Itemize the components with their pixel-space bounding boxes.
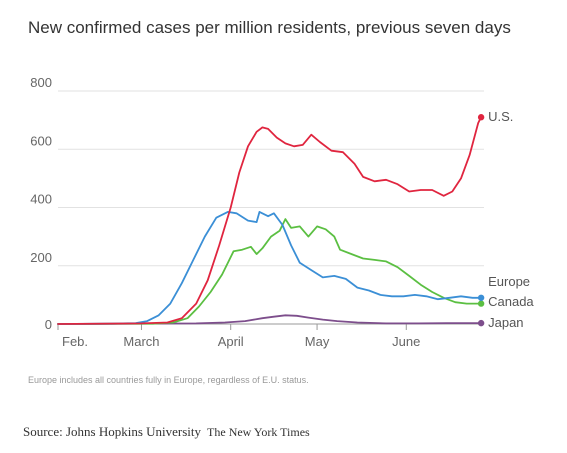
x-tick-label: April [218,334,244,349]
y-tick-label: 0 [45,317,52,332]
series-end-marker [477,114,485,121]
series-line-japan [57,314,482,325]
source-line: Source: Johns Hopkins University The New … [23,424,310,440]
series-label: U.S. [488,109,513,124]
source-text: Source: Johns Hopkins University [23,424,202,439]
series-end-marker [477,294,485,301]
series-line-canada [57,218,482,325]
y-tick-label: 200 [30,250,52,265]
x-tick-label: June [392,334,420,349]
publisher-name: The New York Times [207,425,310,439]
chart-note: Europe includes all countries fully in E… [28,375,309,385]
label-layer: U.S. Europe Canada Japan [488,109,534,330]
chart-title: New confirmed cases per million resident… [28,18,511,37]
y-tick-label: 800 [30,75,52,90]
x-tick-label: March [123,334,159,349]
series-end-marker [477,319,485,327]
x-tick-label: Feb. [62,334,88,349]
series-label: Canada [488,294,534,309]
series-line-us [57,116,482,325]
grid-layer: 0 200 400 600 800 Feb. March April May June [30,75,484,349]
series-end-marker [477,300,485,307]
x-tick-label: May [305,334,330,349]
y-tick-label: 400 [30,192,52,207]
series-label: Japan [488,315,523,330]
series-line-europe [57,211,482,325]
y-tick-label: 600 [30,133,52,148]
series-layer [57,114,485,327]
series-label: Europe [488,274,530,289]
